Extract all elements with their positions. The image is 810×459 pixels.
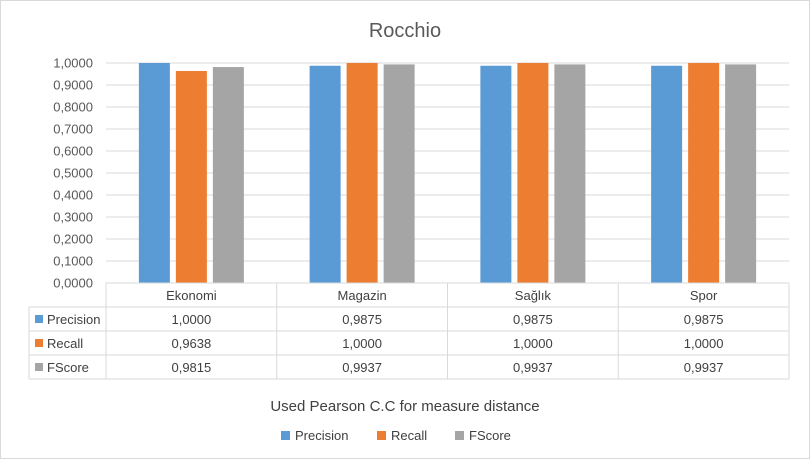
table-legend-key — [35, 315, 43, 323]
bar-precision — [480, 65, 512, 283]
y-tick-label: 1,0000 — [53, 56, 93, 71]
data-label: 0,9937 — [684, 360, 724, 375]
table-series-name: FScore — [47, 360, 89, 375]
y-tick-label: 0,1000 — [53, 254, 93, 269]
x-tick-label: Ekonomi — [166, 288, 217, 303]
data-label: 0,9937 — [342, 360, 382, 375]
y-tick-label: 0,9000 — [53, 78, 93, 93]
bar-recall — [517, 63, 549, 283]
bar-fscore — [554, 64, 586, 283]
data-label: 0,9815 — [171, 360, 211, 375]
y-tick-label: 0,3000 — [53, 210, 93, 225]
bar-fscore — [212, 67, 244, 283]
y-tick-label: 0,7000 — [53, 122, 93, 137]
bar-precision — [138, 63, 170, 283]
data-label: 0,9875 — [342, 312, 382, 327]
bar-fscore — [725, 64, 757, 283]
data-label: 1,0000 — [171, 312, 211, 327]
y-tick-label: 0,6000 — [53, 144, 93, 159]
legend-label: Precision — [295, 428, 348, 443]
legend-label: Recall — [391, 428, 427, 443]
table-legend-key — [35, 339, 43, 347]
table-series-name: Recall — [47, 336, 83, 351]
legend-key — [281, 431, 290, 440]
data-label: 0,9638 — [171, 336, 211, 351]
table-legend-key — [35, 363, 43, 371]
x-tick-label: Spor — [690, 288, 718, 303]
x-tick-label: Magazin — [338, 288, 387, 303]
legend-key — [455, 431, 464, 440]
y-tick-label: 0,0000 — [53, 276, 93, 291]
axis-caption: Used Pearson C.C for measure distance — [270, 398, 539, 415]
data-label: 0,9875 — [684, 312, 724, 327]
data-label: 1,0000 — [513, 336, 553, 351]
y-tick-label: 0,2000 — [53, 232, 93, 247]
bar-recall — [175, 70, 207, 284]
bar-precision — [651, 65, 683, 283]
bar-recall — [688, 63, 720, 283]
y-tick-label: 0,5000 — [53, 166, 93, 181]
legend-label: FScore — [469, 428, 511, 443]
x-tick-label: Sağlık — [515, 288, 552, 303]
bar-fscore — [383, 64, 415, 283]
bar-recall — [346, 63, 378, 283]
chart-title: Rocchio — [369, 20, 441, 42]
legend-key — [377, 431, 386, 440]
y-tick-label: 0,4000 — [53, 188, 93, 203]
data-label: 1,0000 — [684, 336, 724, 351]
y-tick-label: 0,8000 — [53, 100, 93, 115]
bar-precision — [309, 65, 341, 283]
data-label: 1,0000 — [342, 336, 382, 351]
table-series-name: Precision — [47, 312, 100, 327]
data-label: 0,9937 — [513, 360, 553, 375]
data-label: 0,9875 — [513, 312, 553, 327]
